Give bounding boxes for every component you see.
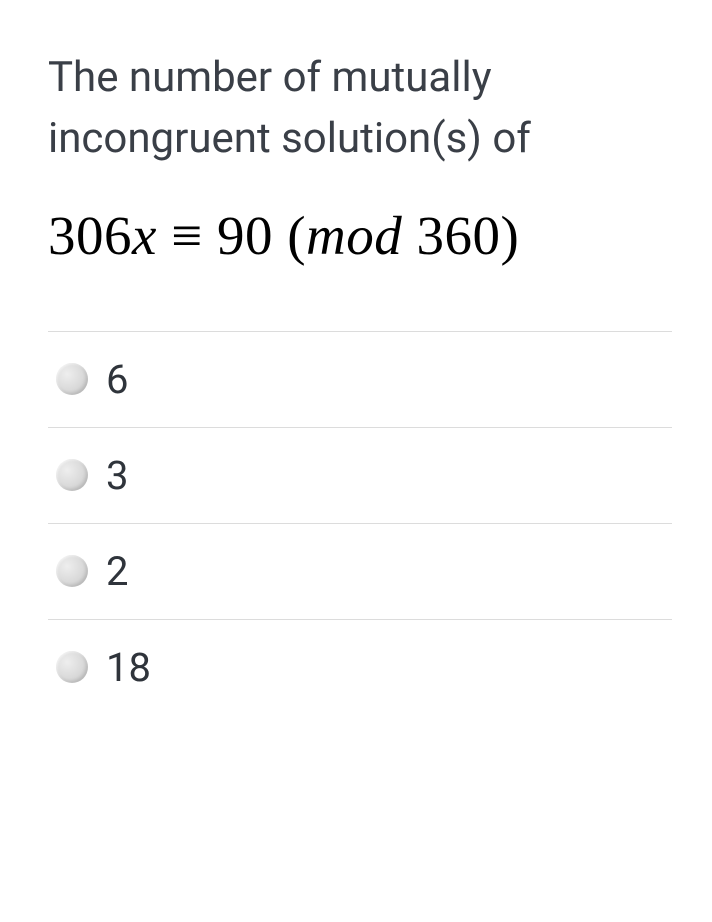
- equation-coef: 306: [48, 205, 132, 266]
- question-stem: The number of mutually incongruent solut…: [48, 48, 672, 170]
- question-line-2: incongruent solution(s) of: [48, 114, 531, 163]
- equation-mod: mod: [306, 205, 402, 266]
- option-row[interactable]: 3: [48, 427, 672, 523]
- option-label: 3: [106, 452, 128, 499]
- option-row[interactable]: 2: [48, 523, 672, 619]
- equation-tail: 360): [402, 205, 519, 266]
- radio-icon[interactable]: [56, 363, 88, 395]
- option-label: 6: [106, 356, 128, 403]
- equation-rhs: 90 (: [217, 205, 306, 266]
- option-label: 18: [106, 644, 151, 691]
- equation-equiv: ≡: [157, 205, 217, 266]
- radio-icon[interactable]: [56, 459, 88, 491]
- question-line-1: The number of mutually: [48, 53, 492, 102]
- option-row[interactable]: 6: [48, 331, 672, 427]
- equation-variable: x: [132, 205, 157, 266]
- radio-icon[interactable]: [56, 651, 88, 683]
- radio-icon[interactable]: [56, 555, 88, 587]
- options-list: 6 3 2 18: [48, 331, 672, 715]
- option-row[interactable]: 18: [48, 619, 672, 715]
- question-container: The number of mutually incongruent solut…: [0, 0, 712, 715]
- question-equation: 306x ≡ 90 (mod 360): [48, 204, 672, 267]
- option-label: 2: [106, 548, 128, 595]
